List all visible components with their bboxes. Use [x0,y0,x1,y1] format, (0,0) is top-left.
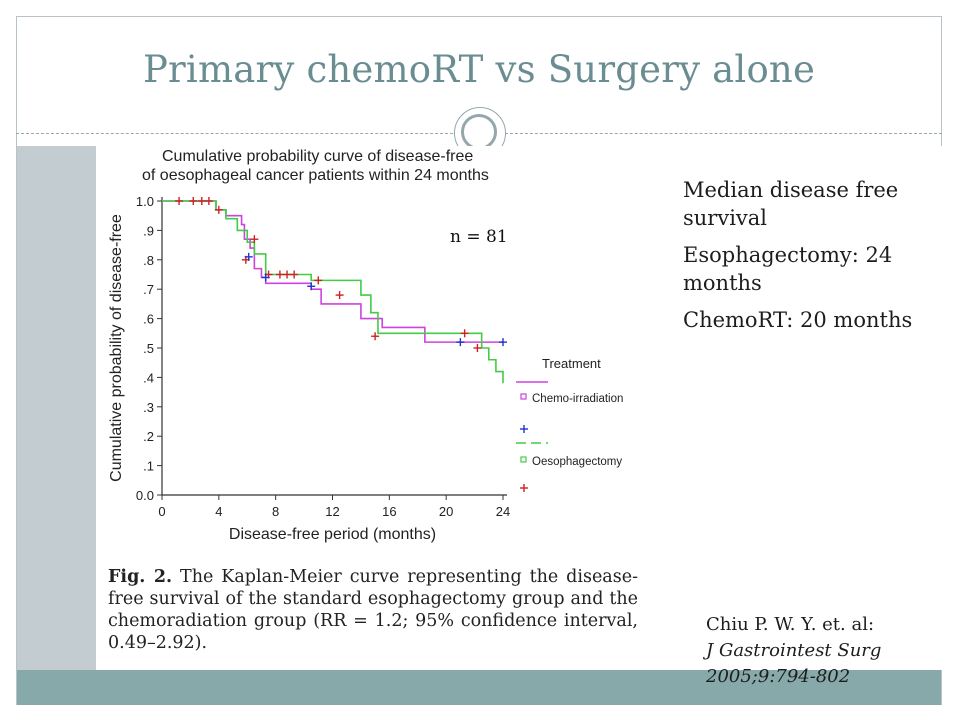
y-tick-label: .4 [143,370,154,385]
x-tick-label: 20 [439,504,453,519]
citation-reference: 2005;9:794-802 [706,666,851,687]
legend-surgery-label: Oesophagectomy [532,456,622,468]
legend-surgery-marker [520,456,527,463]
censor-mark-blue [499,338,507,347]
axes: 0.0 .1 .2 .3 .4 .5 .6 .7 .8 .9 1.0 0 4 8 12 16 20 24 Disea… [108,194,510,543]
bullet-list: Median disease free survival Esophagecto… [683,176,933,343]
y-tick-label: .5 [143,341,154,356]
x-axis-title: Disease-free period (months) [229,526,436,543]
legend-censor-red [520,484,528,492]
x-tick-label: 0 [158,504,165,519]
citation-authors: Chiu P. W. Y. et. al: [706,614,875,635]
legend-title: Treatment [542,356,601,371]
bullet-chemort: ChemoRT: 20 months [683,308,913,332]
censor-mark-red [283,270,292,279]
y-tick-label: .2 [143,429,154,444]
censor-mark-blue [307,282,316,291]
legend-censor-blue [520,425,528,433]
y-tick-label: 0.0 [136,488,154,503]
legend-chemo-label: Chemo-irradiation [532,393,623,405]
censor-mark-red [275,270,284,279]
legend: Treatment Chemo-irradiation Oesophagectomy [516,356,623,492]
bullet-median-dfs: Median disease free survival [683,178,899,230]
series-line-chemo [162,200,503,343]
censor-mark-blue [456,338,465,347]
censor-mark-red [175,197,184,205]
censor-mark-blue [244,252,253,261]
x-tick-label: 8 [272,504,279,519]
chart-title: Cumulative probability curve of disease-… [142,148,489,184]
censor-mark-red [250,235,259,244]
censor-mark-red [189,197,198,205]
series-layer [162,197,507,384]
chart-title-line-2: of oesophageal cancer patients within 24… [142,167,489,184]
y-tick-label: .8 [143,253,154,268]
x-tick-label: 12 [325,504,339,519]
chart-title-line-1: Cumulative probability curve of disease-… [162,148,473,165]
x-tick-label: 24 [496,504,510,519]
y-tick-label: .9 [143,223,154,238]
ornament-ring [461,114,497,150]
censor-mark-red [214,205,223,214]
side-panel [663,146,942,670]
citation-journal: J Gastrointest Surg [706,640,882,661]
y-axis-title: Cumulative probability of disease-free [108,214,125,482]
y-tick-label: .3 [143,400,154,415]
figure-caption: Fig. 2. The Kaplan-Meier curve represent… [108,566,638,654]
censor-mark-red [473,344,482,352]
slide-title: Primary chemoRT vs Surgery alone [142,48,816,91]
censor-mark-red [314,276,323,285]
censor-mark-blue [261,273,270,282]
censor-mark-red [290,270,299,279]
caption-label: Fig. 2. [108,567,173,587]
series-line-surgery [162,200,504,384]
n-label: n = 81 [450,227,508,247]
censor-mark-red [197,197,206,205]
censor-mark-red [371,332,380,341]
legend-chemo-marker [520,393,527,400]
bullet-esophagectomy: Esophagectomy: 24 months [683,243,893,295]
footer-band [17,670,941,705]
censor-mark-red [204,197,213,205]
y-tick-label: .7 [143,282,154,297]
figure-panel: Cumulative probability curve of disease-… [96,146,663,670]
censor-mark-red [460,329,469,338]
km-chart: Cumulative probability curve of disease-… [108,148,623,543]
x-tick-label: 16 [382,504,396,519]
y-tick-label: .6 [143,312,154,327]
caption-text: The Kaplan-Meier curve representing the … [108,567,638,653]
censor-mark-red [335,291,344,300]
y-tick-label: .1 [143,459,154,474]
x-tick-label: 4 [215,504,222,519]
y-tick-label: 1.0 [136,194,154,209]
citation: Chiu P. W. Y. et. al: J Gastrointest Sur… [706,612,936,690]
